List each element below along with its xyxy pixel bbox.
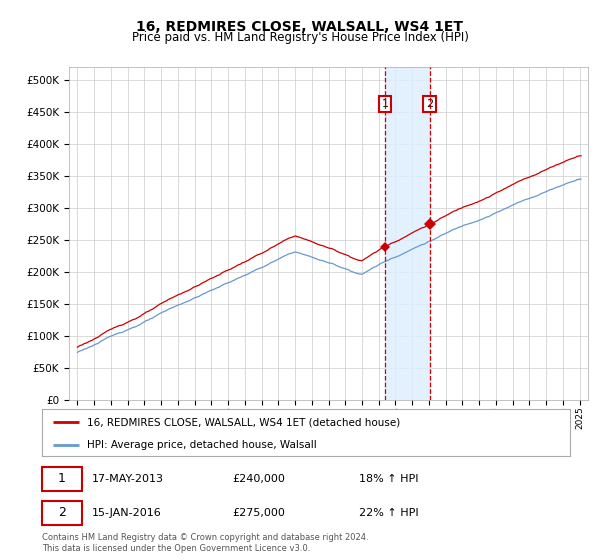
Text: Contains HM Land Registry data © Crown copyright and database right 2024.
This d: Contains HM Land Registry data © Crown c… — [42, 533, 368, 553]
FancyBboxPatch shape — [42, 501, 82, 525]
Text: Price paid vs. HM Land Registry's House Price Index (HPI): Price paid vs. HM Land Registry's House … — [131, 31, 469, 44]
Text: 22% ↑ HPI: 22% ↑ HPI — [359, 508, 418, 518]
Text: £275,000: £275,000 — [232, 508, 285, 518]
Text: 18% ↑ HPI: 18% ↑ HPI — [359, 474, 418, 484]
Text: £240,000: £240,000 — [232, 474, 285, 484]
Text: 2: 2 — [58, 506, 66, 520]
Text: 16, REDMIRES CLOSE, WALSALL, WS4 1ET: 16, REDMIRES CLOSE, WALSALL, WS4 1ET — [137, 20, 464, 34]
Text: 15-JAN-2016: 15-JAN-2016 — [92, 508, 162, 518]
Bar — [385, 67, 430, 400]
Text: 1: 1 — [382, 99, 388, 109]
Text: 16, REDMIRES CLOSE, WALSALL, WS4 1ET (detached house): 16, REDMIRES CLOSE, WALSALL, WS4 1ET (de… — [87, 417, 400, 427]
FancyBboxPatch shape — [42, 466, 82, 491]
Text: HPI: Average price, detached house, Walsall: HPI: Average price, detached house, Wals… — [87, 440, 317, 450]
Text: 17-MAY-2013: 17-MAY-2013 — [92, 474, 164, 484]
Text: 1: 1 — [58, 472, 66, 486]
Text: 2: 2 — [426, 99, 433, 109]
